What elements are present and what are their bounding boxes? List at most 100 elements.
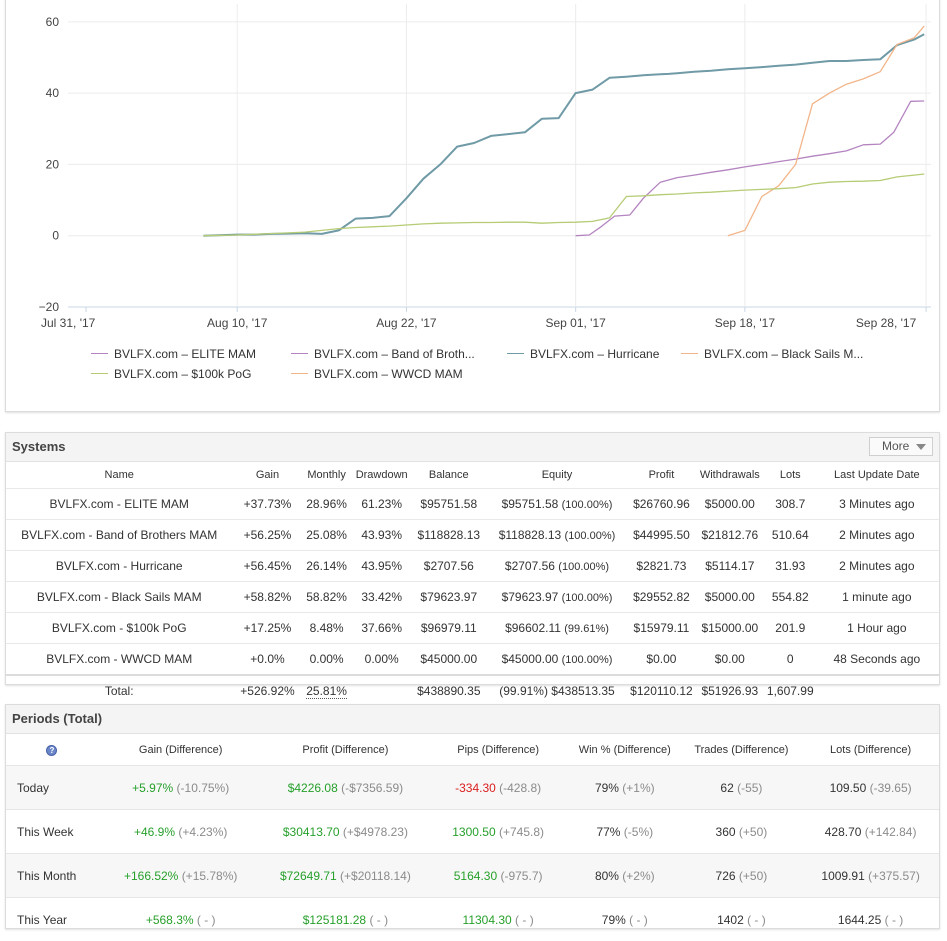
legend-item[interactable]: BVLFX.com – Hurricane [507,344,659,364]
gain-cell-value: +46.9% [134,825,178,839]
profit-cell-difference: (-$7356.59) [341,781,403,795]
total-balance: $438890.35 [413,675,485,706]
periods-title: Periods (Total) [12,711,102,726]
withdrawals-cell: $5000.00 [694,489,766,520]
lots-cell: 554.82 [766,582,815,613]
profit-cell-value: $125181.28 [303,913,370,927]
lots-cell: 1009.91 (+375.57) [802,854,939,898]
info-header: ? [6,734,98,766]
equity-cell: $79623.97 (100.00%) [485,582,629,613]
monthly-cell: 0.00% [303,644,351,676]
column-header: Win % (Difference) [569,734,681,766]
column-header[interactable]: Lots [766,462,815,489]
gain-cell: +0.0% [232,644,302,676]
equity-percent: (100.00%) [558,561,609,573]
total-monthly-value[interactable]: 25.81% [306,684,347,699]
column-header[interactable]: Equity [485,462,629,489]
series-line [203,174,924,236]
win-percent-cell-value: 79% [602,913,629,927]
last-update-cell: 1 minute ago [815,582,939,613]
balance-cell: $2707.56 [413,551,485,582]
trades-cell-value: 1402 [717,913,747,927]
profit-cell: $44995.50 [629,520,694,551]
pips-cell-value: 5164.30 [454,869,501,883]
legend-swatch [507,353,524,354]
period-label: This Week [6,810,98,854]
column-header[interactable]: Profit [629,462,694,489]
gain-cell: +58.82% [232,582,302,613]
equity-percent: (100.00%) [565,530,616,542]
system-name-link[interactable]: BVLFX.com - ELITE MAM [6,489,232,520]
legend-item[interactable]: BVLFX.com – $100k PoG [91,364,251,384]
win-percent-cell: 79% ( - ) [569,898,681,941]
system-row[interactable]: BVLFX.com - $100k PoG+17.25%8.48%37.66%$… [6,613,939,644]
question-icon[interactable]: ? [46,745,57,756]
x-tick-label: Aug 22, '17 [376,316,437,330]
y-tick-label: −20 [39,300,60,314]
monthly-cell: 28.96% [303,489,351,520]
column-header[interactable]: Name [6,462,232,489]
legend-item[interactable]: BVLFX.com – ELITE MAM [91,344,256,364]
profit-cell: $2821.73 [629,551,694,582]
withdrawals-cell: $5114.17 [694,551,766,582]
column-header[interactable]: Drawdown [351,462,413,489]
system-row[interactable]: BVLFX.com - Hurricane+56.45%26.14%43.95%… [6,551,939,582]
total-withdrawals: $51926.93 [694,675,766,706]
legend-item[interactable]: BVLFX.com – Band of Broth... [291,344,475,364]
column-header[interactable]: Withdrawals [694,462,766,489]
trades-cell-difference: (+50) [739,869,767,883]
legend-item[interactable]: BVLFX.com – Black Sails M... [681,344,863,364]
column-header[interactable]: Monthly [303,462,351,489]
profit-cell-value: $30413.70 [283,825,343,839]
lots-cell: 428.70 (+142.84) [802,810,939,854]
legend-item[interactable]: BVLFX.com – WWCD MAM [291,364,463,384]
drawdown-cell: 43.93% [351,520,413,551]
win-percent-cell-value: 79% [595,781,622,795]
systems-header: Systems More [6,433,939,462]
win-percent-cell-difference: ( - ) [629,913,648,927]
gain-cell: +37.73% [232,489,302,520]
more-button[interactable]: More [869,437,933,456]
equity-value: $95751.58 [502,497,562,511]
win-percent-cell-difference: (+1%) [622,781,654,795]
total-equity: (99.91%) $438513.35 [485,675,629,706]
trades-cell: 360 (+50) [681,810,803,854]
system-row[interactable]: BVLFX.com - WWCD MAM+0.0%0.00%0.00%$4500… [6,644,939,676]
win-percent-cell-value: 80% [595,869,622,883]
system-name-link[interactable]: BVLFX.com - Hurricane [6,551,232,582]
system-row[interactable]: BVLFX.com - Band of Brothers MAM+56.25%2… [6,520,939,551]
balance-cell: $118828.13 [413,520,485,551]
profit-cell: $26760.96 [629,489,694,520]
equity-value: $79623.97 [502,590,562,604]
column-header: Trades (Difference) [681,734,803,766]
system-row[interactable]: BVLFX.com - Black Sails MAM+58.82%58.82%… [6,582,939,613]
period-row: Today+5.97% (-10.75%)$4226.08 (-$7356.59… [6,766,939,810]
lots-cell: 201.9 [766,613,815,644]
lots-cell-value: 1644.25 [838,913,885,927]
lots-cell-value: 109.50 [830,781,870,795]
column-header[interactable]: Balance [413,462,485,489]
y-tick-label: 60 [46,15,60,29]
total-row: Total:+526.92%25.81%$438890.35(99.91%) $… [6,675,939,706]
column-header[interactable]: Last Update Date [815,462,939,489]
system-row[interactable]: BVLFX.com - ELITE MAM+37.73%28.96%61.23%… [6,489,939,520]
legend-label: BVLFX.com – Hurricane [530,347,659,361]
column-header[interactable]: Gain [232,462,302,489]
win-percent-cell: 79% (+1%) [569,766,681,810]
system-name-link[interactable]: BVLFX.com - Band of Brothers MAM [6,520,232,551]
gain-cell: +5.97% (-10.75%) [98,766,264,810]
caret-down-icon [916,444,926,450]
system-name-link[interactable]: BVLFX.com - WWCD MAM [6,644,232,676]
equity-value: $2707.56 [505,559,558,573]
period-row: This Month+166.52% (+15.78%)$72649.71 (+… [6,854,939,898]
equity-value: $45000.00 [502,652,562,666]
system-name-link[interactable]: BVLFX.com - Black Sails MAM [6,582,232,613]
lots-cell: 1644.25 ( - ) [802,898,939,941]
system-name-link[interactable]: BVLFX.com - $100k PoG [6,613,232,644]
x-tick-label: Jul 31, '17 [41,316,96,330]
win-percent-cell: 80% (+2%) [569,854,681,898]
last-update-cell: 48 Seconds ago [815,644,939,676]
